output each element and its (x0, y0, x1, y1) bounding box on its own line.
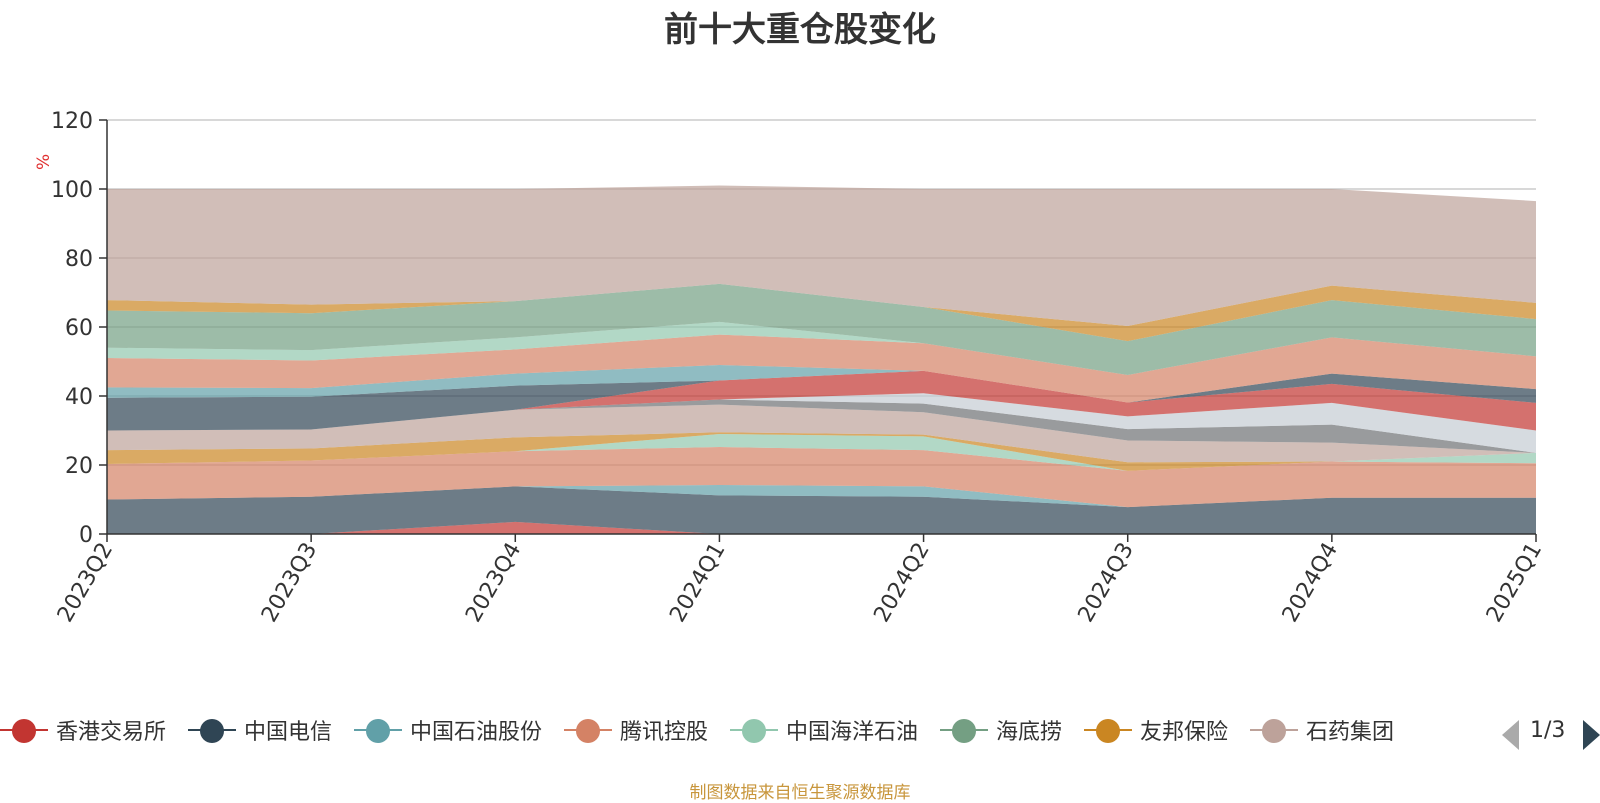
legend-item[interactable]: 海底捞 (940, 712, 1062, 748)
legend-item[interactable]: 友邦保险 (1084, 712, 1228, 748)
legend-marker-icon (1084, 715, 1132, 745)
y-tick-label: 20 (65, 454, 93, 479)
legend-label: 石药集团 (1306, 720, 1395, 745)
area-series-5[interactable] (107, 433, 1536, 471)
legend-label: 中国石油股份 (410, 720, 543, 745)
area-series-15[interactable] (107, 321, 1536, 375)
chart-plot: 0 20 40 60 80 100 120 2023Q2 2023Q3 2023Q4 2024Q1 2… (34, 109, 1547, 627)
legend-item[interactable]: 中国石油股份 (354, 712, 542, 748)
legend-label: 腾讯控股 (620, 720, 709, 745)
legend-label: 海底捞 (996, 720, 1063, 745)
legend-prev-page-icon[interactable] (1502, 720, 1519, 750)
y-tick-label: 0 (79, 523, 93, 548)
area-series-13[interactable] (107, 364, 1536, 403)
chart-title: 前十大重仓股变化 (664, 10, 936, 50)
legend-item[interactable]: 香港交易所 (0, 712, 166, 748)
area-series-11[interactable] (107, 370, 1536, 431)
source-note: 制图数据来自恒生聚源数据库 (689, 783, 911, 803)
area-series-1[interactable] (107, 521, 1536, 534)
legend-items-visible-area: 香港交易所 中国电信 中国石油股份 腾讯控股 中国海洋石油 海底捞 友邦保险 石药集团 (0, 712, 1478, 752)
area-series-16[interactable] (107, 283, 1536, 375)
area-series-18[interactable] (107, 185, 1536, 326)
y-tick-label: 80 (65, 247, 93, 272)
legend-label: 中国海洋石油 (786, 720, 919, 745)
x-tick-label: 2024Q3 (1074, 539, 1139, 627)
x-tick-label: 2023Q3 (257, 539, 322, 627)
x-tick-label: 2023Q4 (461, 539, 526, 627)
x-tick-label: 2023Q2 (53, 539, 118, 627)
legend-marker-icon (0, 715, 48, 745)
x-tick-label: 2024Q2 (869, 539, 934, 627)
area-series-12[interactable] (107, 370, 1536, 431)
area-series-8[interactable] (107, 404, 1536, 463)
legend-marker-icon (188, 715, 236, 745)
legend-label: 香港交易所 (56, 720, 167, 745)
stacked-areas (107, 185, 1536, 534)
legend-marker-icon (730, 715, 778, 745)
area-series-2[interactable] (107, 486, 1536, 534)
legend-item[interactable]: 中国电信 (188, 712, 332, 748)
area-series-9[interactable] (107, 399, 1536, 453)
area-series-7[interactable] (107, 432, 1536, 471)
y-tick-label: 60 (65, 316, 93, 341)
legend-marker-icon (1250, 715, 1298, 745)
legend-marker-icon (940, 715, 988, 745)
legend-item[interactable]: 中国海洋石油 (730, 712, 918, 748)
legend-item[interactable]: 腾讯控股 (564, 712, 708, 748)
legend-page-indicator: 1/3 (1530, 718, 1566, 743)
legend-label: 友邦保险 (1140, 720, 1229, 745)
y-tick-label: 100 (51, 178, 93, 203)
x-tick-label: 2024Q4 (1278, 539, 1343, 627)
x-tick-label: 2025Q1 (1482, 539, 1547, 627)
area-series-17[interactable] (107, 283, 1536, 342)
area-series-3[interactable] (107, 485, 1536, 508)
x-tick-label: 2024Q1 (665, 539, 730, 627)
legend-item[interactable]: 石药集团 (1250, 712, 1394, 748)
area-series-10[interactable] (107, 393, 1536, 453)
legend-next-page-icon[interactable] (1583, 720, 1600, 750)
legend-marker-icon (354, 715, 402, 745)
y-tick-label: 40 (65, 385, 93, 410)
y-axis-unit-label: % (34, 154, 54, 170)
area-series-14[interactable] (107, 334, 1536, 403)
legend-label: 中国电信 (244, 720, 333, 745)
area-series-4[interactable] (107, 447, 1536, 508)
legend: 香港交易所 中国电信 中国石油股份 腾讯控股 中国海洋石油 海底捞 友邦保险 石药集团 (0, 712, 1600, 752)
y-tick-label: 120 (51, 109, 93, 134)
legend-marker-icon (564, 715, 612, 745)
